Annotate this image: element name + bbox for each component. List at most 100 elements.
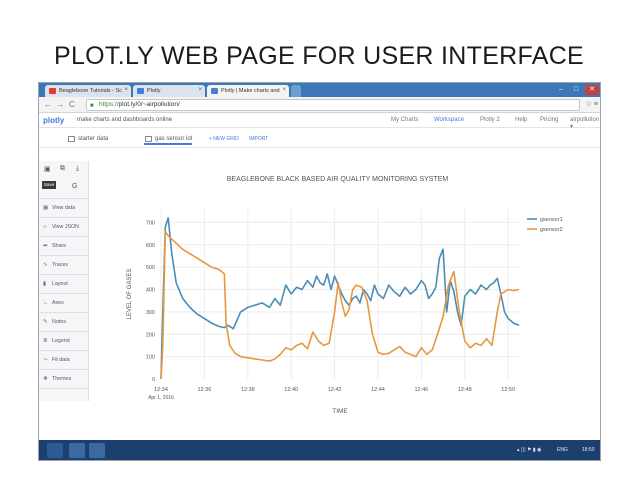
sidebar-item-traces[interactable]: ∿ Traces <box>39 256 88 275</box>
sidebar-item-view-json[interactable]: ‹› View JSON <box>39 218 88 237</box>
grid-tab-label: gas sensor iot <box>155 136 193 142</box>
chart-title: BEAGLEBONE BLACK BASED AIR QUALITY MONIT… <box>227 176 449 183</box>
y-tick-label: 0 <box>152 377 155 383</box>
fit-icon: ⤳ <box>43 357 48 363</box>
save-icon[interactable]: ▣ <box>44 166 51 173</box>
plotly-tagline: make charts and dashboards online <box>77 117 173 123</box>
sidebar-item-label: Share <box>52 243 67 249</box>
layout-icon: ▮ <box>43 281 47 287</box>
start-button[interactable] <box>47 443 63 458</box>
editor-sidebar: ▣ ⧉ ⤓ Save G ▦ View data ‹› View JSON ➦ Share… <box>39 161 89 401</box>
x-tick-label: 12:38 <box>241 387 255 393</box>
nav-help[interactable]: Help <box>515 117 528 123</box>
sidebar-item-label: Notes <box>52 319 66 325</box>
tray-clock[interactable]: 18:50 <box>582 447 595 453</box>
plotly-icon <box>137 88 144 94</box>
sidebar-item-label: Fit data <box>52 357 70 363</box>
grid-icon: ▦ <box>43 205 49 211</box>
x-tick-label: 12:34 <box>154 387 168 393</box>
x-tick-label: 12:48 <box>458 387 472 393</box>
browser-tab-strip: Beaglebone Tutorials - Sc × Plotly × Plo… <box>39 83 600 97</box>
x-tick-label: 12:50 <box>501 387 515 393</box>
x-tick-label: 12:42 <box>328 387 342 393</box>
new-tab-button[interactable] <box>291 85 301 97</box>
nav-pricing[interactable]: Pricing <box>540 117 559 123</box>
grid-icon <box>68 136 75 142</box>
tab-label: Plotly <box>147 88 161 94</box>
nav-user-menu[interactable]: airpollution ▾ <box>570 117 600 130</box>
sidebar-item-label: Themes <box>52 376 72 382</box>
legend-icon: ≣ <box>43 338 48 344</box>
sidebar-item-notes[interactable]: ✎ Notes <box>39 313 88 332</box>
lock-icon: ■ <box>90 103 94 109</box>
x-axis-title: TIME <box>332 408 348 415</box>
import-button[interactable]: IMPORT <box>249 136 269 142</box>
close-icon[interactable]: × <box>124 87 128 93</box>
close-icon[interactable]: × <box>282 87 286 93</box>
sidebar-item-view-data[interactable]: ▦ View data <box>39 199 88 218</box>
y-tick-label: 600 <box>146 243 155 249</box>
reload-icon[interactable]: C <box>69 100 75 109</box>
close-window-button[interactable]: ✕ <box>585 85 599 95</box>
star-menu-icons[interactable]: ☆ ≡ <box>585 101 598 108</box>
plotly-header: plotly make charts and dashboards online… <box>39 113 600 130</box>
chart-panel: BEAGLEBONE BLACK BASED AIR QUALITY MONIT… <box>117 165 578 433</box>
browser-tab-plotly-charts[interactable]: Plotly | Make charts and × <box>207 85 289 97</box>
tray-icons[interactable]: ▴ ◫ ⚑ ▮ ◉ <box>517 447 542 453</box>
sidebar-item-label: Legend <box>52 338 70 344</box>
series-line-gsensor1 <box>160 217 520 380</box>
back-icon[interactable]: ← <box>44 100 52 109</box>
sidebar-item-axes[interactable]: ∟ Axes <box>39 294 88 313</box>
sidebar-item-label: Traces <box>52 262 68 268</box>
close-icon[interactable]: × <box>198 87 202 93</box>
browser-screenshot: Beaglebone Tutorials - Sc × Plotly × Plo… <box>38 82 601 461</box>
taskbar-app-2[interactable] <box>89 443 105 458</box>
taskbar-app-1[interactable] <box>69 443 85 458</box>
grid-tab-gas-sensor[interactable]: gas sensor iot <box>144 133 193 145</box>
traces-icon: ∿ <box>43 262 48 268</box>
tab-label: Beaglebone Tutorials - Sc <box>59 88 122 94</box>
grid-tab-label: starter data <box>78 136 109 142</box>
nav-workspace[interactable]: Workspace <box>434 117 464 123</box>
y-tick-label: 300 <box>146 310 155 316</box>
chart-icon <box>145 136 152 142</box>
sidebar-item-legend[interactable]: ≣ Legend <box>39 332 88 351</box>
forward-icon[interactable]: → <box>56 100 64 109</box>
sidebar-item-fit-data[interactable]: ⤳ Fit data <box>39 351 88 370</box>
download-icon[interactable]: ⤓ <box>76 165 80 172</box>
browser-tab-beaglebone[interactable]: Beaglebone Tutorials - Sc × <box>45 85 131 97</box>
line-chart[interactable]: BEAGLEBONE BLACK BASED AIR QUALITY MONIT… <box>117 165 578 433</box>
grid-tab-starter-data[interactable]: starter data <box>67 133 108 145</box>
x-tick-label: 12:46 <box>414 387 428 393</box>
maximize-button[interactable]: □ <box>573 86 579 93</box>
x-tick-label: 12:40 <box>284 387 298 393</box>
refresh-icon[interactable]: G <box>72 183 78 190</box>
sidebar-item-share[interactable]: ➦ Share <box>39 237 88 256</box>
tray-language[interactable]: ENG <box>557 447 568 453</box>
axes-icon: ∟ <box>43 300 49 306</box>
x-tick-label: 12:44 <box>371 387 385 393</box>
sidebar-item-layout[interactable]: ▮ Layout <box>39 275 88 294</box>
legend-label: gsensor2 <box>540 227 563 233</box>
url-path: plot.ly/0/~airpollution/ <box>118 101 180 108</box>
copy-icon[interactable]: ⧉ <box>60 165 65 172</box>
minimize-button[interactable]: – <box>559 86 563 93</box>
save-tooltip: Save <box>42 181 56 189</box>
browser-tab-plotly[interactable]: Plotly × <box>133 85 205 97</box>
url-field[interactable]: ■ https://plot.ly/0/~airpollution/ <box>86 99 580 111</box>
plotly-icon <box>211 88 218 94</box>
notes-icon: ✎ <box>43 319 48 325</box>
sidebar-item-label: Axes <box>52 300 64 306</box>
y-tick-label: 400 <box>146 288 155 294</box>
tab-label: Plotly | Make charts and <box>221 88 280 94</box>
plotly-logo[interactable]: plotly <box>43 116 65 125</box>
nav-plotly-2[interactable]: Plotly 2 <box>480 117 500 123</box>
slide-title: PLOT.LY WEB PAGE FOR USER INTERFACE <box>53 42 585 70</box>
nav-my-charts[interactable]: My Charts <box>391 117 419 123</box>
new-grid-button[interactable]: + NEW GRID <box>209 136 239 142</box>
y-tick-label: 100 <box>146 355 155 361</box>
y-tick-label: 700 <box>146 220 155 226</box>
themes-icon: ❖ <box>43 376 48 382</box>
sidebar-item-themes[interactable]: ❖ Themes <box>39 370 88 389</box>
address-bar: ← → C ■ https://plot.ly/0/~airpollution/… <box>39 97 600 113</box>
